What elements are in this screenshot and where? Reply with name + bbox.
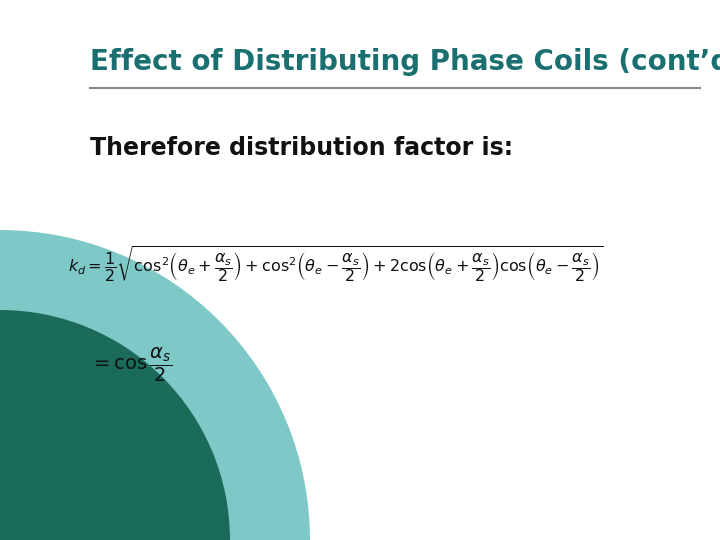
- Wedge shape: [0, 230, 310, 540]
- Text: Effect of Distributing Phase Coils (cont’d): Effect of Distributing Phase Coils (cont…: [90, 48, 720, 76]
- Text: $k_d = \dfrac{1}{2}\sqrt{\cos^2\!\left(\theta_e + \dfrac{\alpha_s}{2}\right) + \: $k_d = \dfrac{1}{2}\sqrt{\cos^2\!\left(\…: [68, 245, 603, 285]
- Wedge shape: [0, 310, 230, 540]
- Text: $= \cos\dfrac{\alpha_s}{2}$: $= \cos\dfrac{\alpha_s}{2}$: [90, 346, 172, 384]
- Text: Therefore distribution factor is:: Therefore distribution factor is:: [90, 136, 513, 160]
